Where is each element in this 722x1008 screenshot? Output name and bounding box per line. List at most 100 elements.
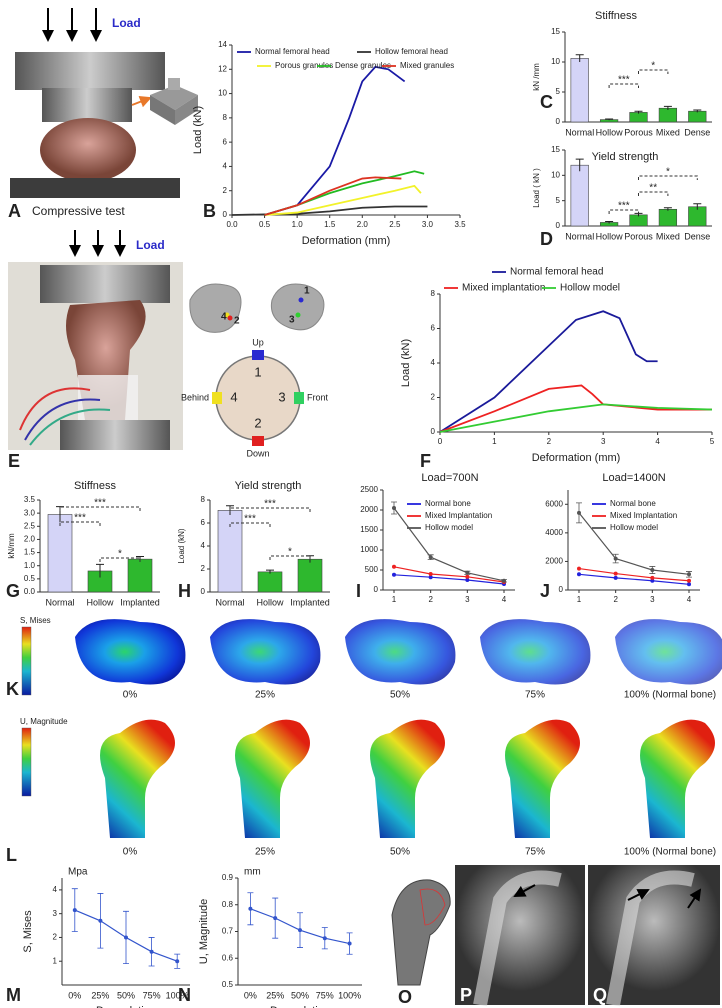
x-tick-label: 0.0	[226, 220, 238, 229]
point-number: 2	[254, 415, 261, 430]
y-tick-label: 2	[223, 186, 228, 195]
panel-label: O	[398, 987, 412, 1007]
marker	[428, 572, 433, 576]
marker	[650, 575, 655, 580]
y-tick-label: 1.0	[24, 561, 36, 570]
x-tick-label: Normal	[565, 127, 594, 137]
y-tick-label: 3	[53, 909, 58, 918]
chart-title: Stiffness	[74, 480, 116, 492]
significance-bracket	[608, 83, 639, 88]
fem-model	[640, 719, 715, 838]
marker	[465, 574, 470, 579]
x-tick-label: Normal	[45, 597, 74, 607]
y-tick-label: 0.8	[222, 900, 234, 909]
bar	[297, 558, 323, 593]
x-tick-label: 2	[547, 437, 552, 446]
legend-label: Normal femoral head	[255, 47, 330, 56]
legend-label: Porous granules	[275, 61, 333, 70]
panel-label: H	[178, 581, 191, 601]
fem-label: 25%	[255, 690, 275, 701]
load-label: Load	[136, 238, 165, 252]
marker	[650, 578, 655, 583]
error-bar	[575, 54, 584, 62]
x-tick-label: Mixed	[656, 231, 680, 241]
y-tick-label: 10	[551, 170, 560, 179]
line	[439, 384, 712, 433]
significance-bracket	[59, 506, 141, 511]
chart-title: Load=1400N	[602, 472, 665, 484]
chart-title: Yield strength	[235, 480, 302, 492]
y-tick-label: 5	[556, 196, 561, 205]
bar	[257, 571, 283, 593]
x-tick-label: Hollow	[86, 597, 114, 607]
y-tick-label: 2000	[545, 557, 563, 566]
y-tick-label: 2.0	[24, 535, 36, 544]
line	[393, 507, 505, 582]
y-tick-label: 2	[431, 393, 436, 402]
x-axis-label: Deformation (mm)	[302, 235, 391, 247]
y-tick-label: 0	[556, 221, 561, 230]
marker	[502, 578, 506, 583]
y-tick-label: 4	[223, 162, 228, 171]
marker	[465, 578, 470, 582]
point-number: 3	[289, 315, 295, 326]
x-tick-label: 50%	[291, 990, 309, 1000]
panel-label: K	[6, 679, 19, 699]
photo-a: Load A Compressive test	[8, 8, 198, 221]
significance-bracket	[638, 175, 698, 180]
legend-title: S, Mises	[20, 616, 51, 625]
legend-title: U, Magnitude	[20, 717, 68, 726]
y-tick-label: 0	[201, 587, 206, 596]
x-tick-label: Implanted	[290, 597, 330, 607]
error-bar	[575, 158, 584, 172]
marker	[347, 941, 352, 946]
y-axis-label: Load (kN)	[177, 528, 186, 563]
significance-label: ***	[244, 514, 256, 525]
panel-label: B	[203, 201, 216, 221]
marker	[613, 556, 618, 561]
y-tick-label: 0.5	[222, 980, 234, 989]
x-tick-label: Hollow	[596, 231, 624, 241]
panel-label: F	[420, 451, 431, 471]
x-tick-label: 3	[650, 595, 655, 604]
x-tick-label: 75%	[143, 990, 161, 1000]
fem-label: 100% (Normal bone)	[624, 847, 716, 858]
chart-title: Yield strength	[592, 151, 659, 163]
y-tick-label: 6	[223, 137, 228, 146]
y-tick-label: 4000	[545, 528, 563, 537]
error-bar	[663, 105, 672, 110]
marker	[650, 568, 655, 572]
bar	[629, 214, 648, 227]
line	[393, 566, 505, 583]
y-tick-label: 2	[201, 564, 206, 573]
significance-bracket	[229, 507, 311, 512]
point-number: 3	[278, 389, 285, 404]
x-tick-label: Dense	[684, 127, 710, 137]
x-axis-label: Degradation	[270, 1005, 330, 1008]
x-tick-label: 1.5	[324, 220, 336, 229]
marker	[687, 572, 691, 577]
y-tick-label: 15	[551, 27, 560, 36]
y-tick-label: 2.5	[24, 521, 36, 530]
error-bar	[266, 569, 274, 574]
y-tick-label: 0.0	[24, 587, 36, 596]
x-tick-label: Dense	[684, 231, 710, 241]
legend-label: Dense granules	[335, 61, 391, 70]
significance-label: ***	[94, 498, 106, 509]
fem-label: 0%	[123, 847, 138, 858]
panel-label: L	[6, 845, 17, 865]
caption: Compressive test	[32, 204, 125, 218]
x-tick-label: 3	[465, 595, 470, 604]
y-tick-label: 1500	[360, 525, 378, 534]
marker	[124, 935, 128, 940]
panel-label: E	[8, 451, 20, 471]
y-tick-label: 0	[223, 210, 228, 219]
fem-model	[235, 719, 310, 838]
y-tick-label: 8	[201, 495, 206, 504]
x-tick-label: 0%	[244, 990, 257, 1000]
error-bar	[96, 563, 104, 578]
fem-label: 25%	[255, 847, 275, 858]
line	[264, 65, 406, 216]
fem-label: 75%	[525, 847, 545, 858]
